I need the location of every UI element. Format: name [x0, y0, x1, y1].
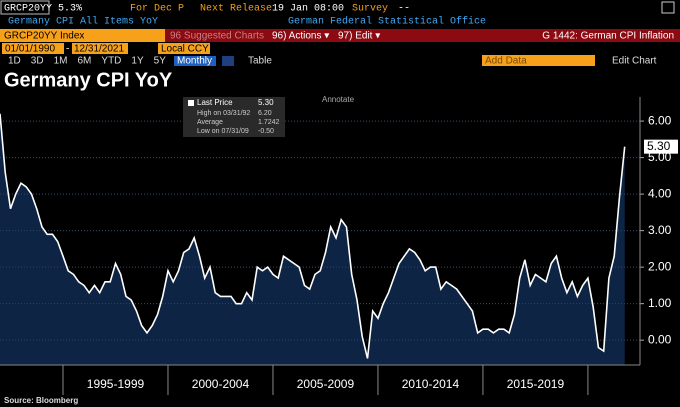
range-button[interactable]: 1Y	[131, 56, 144, 67]
x-period-label: 2010-2014	[402, 377, 460, 391]
legend-row-label: Average	[197, 119, 223, 126]
security-box[interactable]	[0, 29, 165, 42]
window-icon[interactable]	[661, 1, 675, 14]
last-tag-box	[644, 139, 678, 154]
y-tick-label: 0.00	[648, 332, 672, 346]
chart-icon[interactable]	[222, 56, 234, 66]
end-date: 12/31/2021	[74, 44, 124, 55]
date-sep: -	[66, 44, 69, 55]
edit[interactable]: 97) Edit ▾	[338, 31, 380, 42]
legend-row-label: High on 03/31/92	[197, 110, 250, 117]
annotate[interactable]: Annotate	[322, 95, 355, 104]
legend-swatch	[188, 100, 194, 106]
frequency: Monthly	[177, 56, 212, 67]
description: Germany CPI All Items YoY	[8, 16, 158, 28]
x-period-label: 2015-2019	[507, 377, 565, 391]
range-button[interactable]: 6M	[78, 56, 92, 67]
source-org: German Federal Statistical Office	[288, 16, 486, 28]
x-period-label: 2000-2004	[192, 377, 250, 391]
survey: --	[398, 4, 410, 15]
toolbar	[0, 29, 680, 42]
table[interactable]: Table	[248, 56, 272, 67]
range-button[interactable]: 5Y	[154, 56, 167, 67]
legend-box	[183, 97, 285, 137]
suggested[interactable]: 96 Suggested Charts	[170, 31, 264, 42]
y-tick-label: 2.00	[648, 259, 672, 273]
range-button[interactable]: YTD	[101, 56, 121, 67]
ticker-box	[0, 0, 50, 15]
end-box[interactable]	[72, 43, 128, 54]
legend-row-label: Low on 07/31/09	[197, 128, 249, 135]
legend-value: 5.30	[258, 98, 274, 107]
ticker: GRCP20YY	[4, 4, 52, 15]
x-period-label: 1995-1999	[87, 377, 145, 391]
y-tick-label: 3.00	[648, 223, 672, 237]
add-data: Add Data	[485, 56, 527, 67]
y-tick-label: 4.00	[648, 186, 672, 200]
security: GRCP20YY Index	[4, 31, 84, 42]
x-period-label: 2005-2009	[297, 377, 355, 391]
line	[0, 113, 626, 359]
last-tag: 5.30	[647, 139, 671, 153]
currency: Local CCY	[161, 44, 209, 55]
edit-chart[interactable]: Edit Chart	[612, 56, 657, 67]
area	[0, 113, 625, 365]
y-tick-label: 6.00	[648, 113, 672, 127]
start-box[interactable]	[2, 43, 64, 54]
source: Source: Bloomberg	[4, 396, 78, 405]
currency-box[interactable]	[158, 43, 210, 54]
legend-label: Last Price	[197, 98, 233, 107]
actions[interactable]: 96) Actions ▾	[272, 31, 329, 42]
y-tick-label: 1.00	[648, 296, 672, 310]
add-data-box[interactable]	[482, 55, 595, 66]
start-date: 01/01/1990	[5, 44, 55, 55]
range-button[interactable]: 1D	[8, 56, 21, 67]
legend-row-value: 6.20	[258, 110, 272, 117]
range-button[interactable]: 3D	[31, 56, 44, 67]
legend-row-value: -0.50	[258, 128, 274, 135]
last: 5.3%	[58, 4, 82, 15]
chart-title: Germany CPI YoY	[4, 69, 173, 91]
range-button[interactable]: 1M	[54, 56, 68, 67]
period: For Dec P	[130, 4, 184, 15]
survey-label: Survey	[352, 4, 388, 15]
legend-row-value: 1.7242	[258, 119, 280, 126]
release: 19 Jan 08:00	[272, 4, 344, 15]
chart-code: G 1442: German CPI Inflation	[542, 31, 674, 42]
frequency-box[interactable]	[174, 56, 216, 66]
release-label: Next Release	[200, 3, 272, 15]
